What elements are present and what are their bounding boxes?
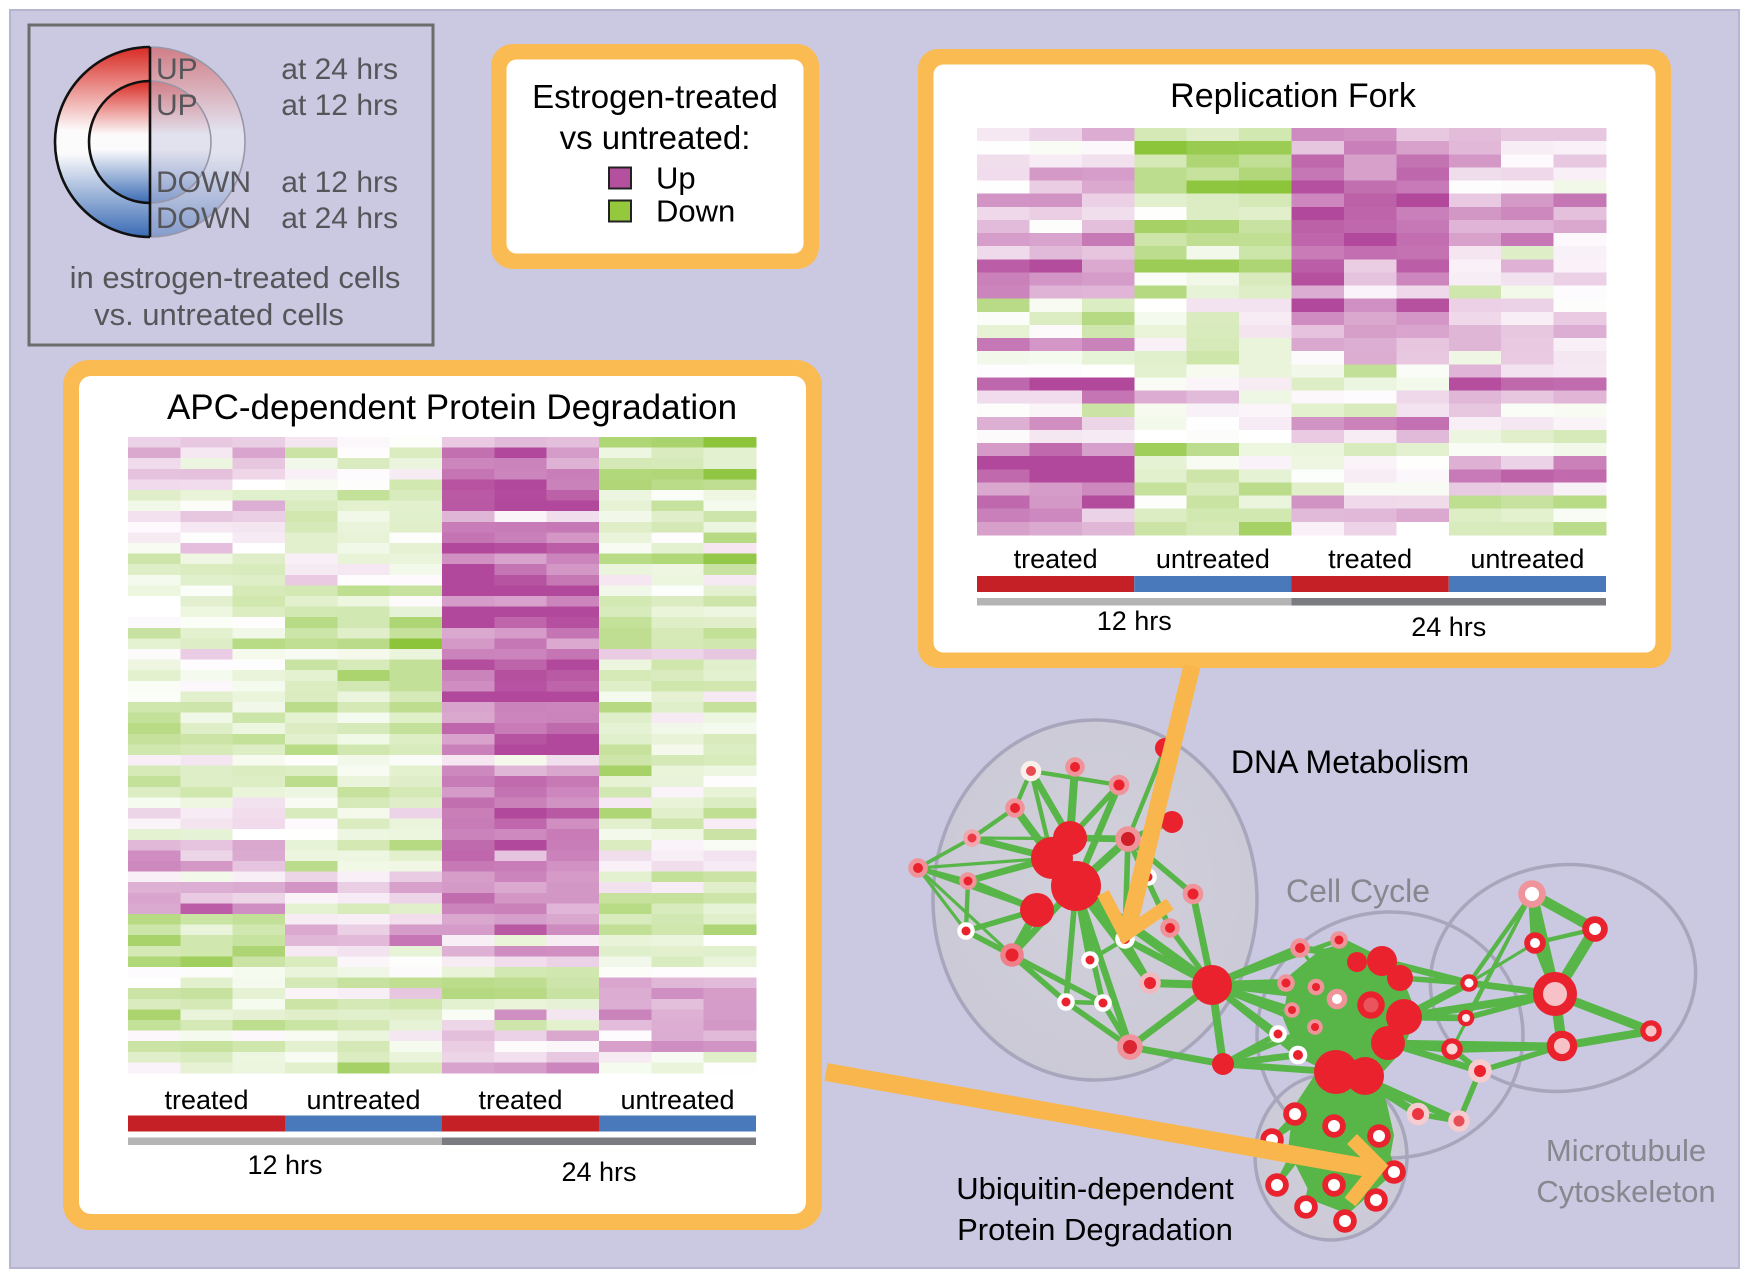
svg-text:UP: UP xyxy=(156,53,198,86)
svg-text:untreated: untreated xyxy=(1470,544,1584,574)
svg-text:treated: treated xyxy=(164,1085,248,1115)
svg-text:at 24 hrs: at 24 hrs xyxy=(281,202,398,235)
svg-text:24 hrs: 24 hrs xyxy=(561,1157,636,1187)
svg-text:UP: UP xyxy=(156,89,198,122)
svg-text:Cell Cycle: Cell Cycle xyxy=(1286,873,1430,909)
svg-text:untreated: untreated xyxy=(306,1085,420,1115)
svg-text:Ubiquitin-dependent: Ubiquitin-dependent xyxy=(956,1171,1234,1206)
svg-text:Up: Up xyxy=(656,161,696,196)
svg-text:Protein Degradation: Protein Degradation xyxy=(957,1212,1233,1247)
svg-text:vs untreated:: vs untreated: xyxy=(560,119,751,156)
svg-text:in estrogen-treated cells: in estrogen-treated cells xyxy=(70,260,401,295)
svg-text:untreated: untreated xyxy=(1156,544,1270,574)
svg-text:24 hrs: 24 hrs xyxy=(1411,612,1486,642)
svg-text:12 hrs: 12 hrs xyxy=(247,1150,322,1180)
svg-text:Estrogen-treated: Estrogen-treated xyxy=(532,78,778,115)
svg-text:at 12 hrs: at 12 hrs xyxy=(281,166,398,199)
svg-text:Cytoskeleton: Cytoskeleton xyxy=(1536,1174,1715,1209)
svg-text:treated: treated xyxy=(1328,544,1412,574)
svg-text:treated: treated xyxy=(1014,544,1098,574)
svg-text:Microtubule: Microtubule xyxy=(1546,1133,1706,1168)
svg-text:vs. untreated cells: vs. untreated cells xyxy=(94,297,344,332)
svg-text:Replication Fork: Replication Fork xyxy=(1170,77,1417,115)
svg-text:treated: treated xyxy=(478,1085,562,1115)
svg-text:Down: Down xyxy=(656,194,735,229)
svg-text:DOWN: DOWN xyxy=(156,166,251,199)
svg-text:at 24 hrs: at 24 hrs xyxy=(281,53,398,86)
svg-text:DOWN: DOWN xyxy=(156,202,251,235)
svg-text:DNA Metabolism: DNA Metabolism xyxy=(1231,744,1469,780)
svg-text:untreated: untreated xyxy=(620,1085,734,1115)
svg-text:at 12 hrs: at 12 hrs xyxy=(281,89,398,122)
svg-text:APC-dependent Protein Degradat: APC-dependent Protein Degradation xyxy=(167,388,737,427)
svg-text:12 hrs: 12 hrs xyxy=(1097,606,1172,636)
